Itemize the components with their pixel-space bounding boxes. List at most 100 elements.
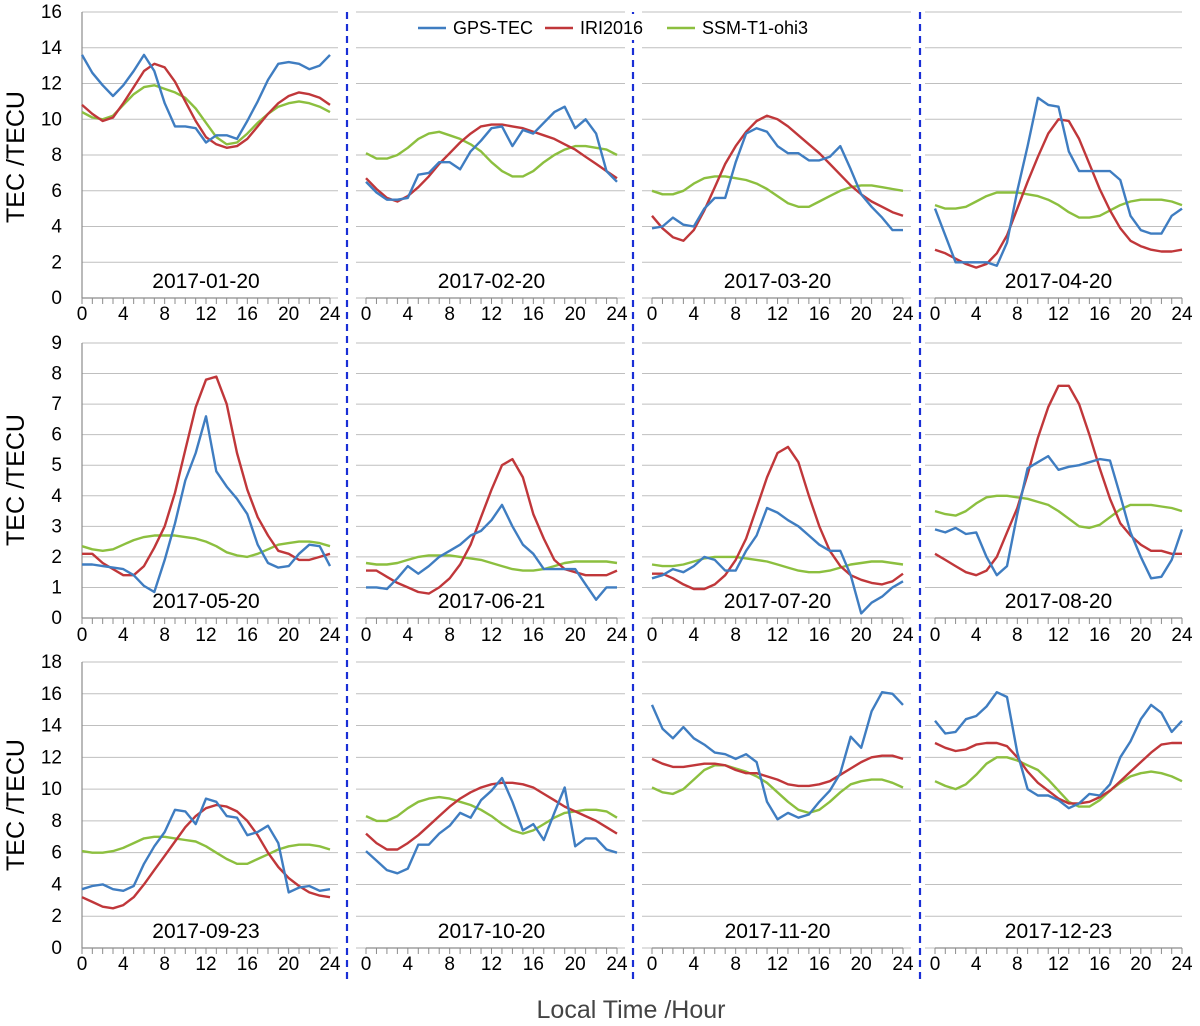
y-tick-label: 16 [41, 684, 62, 705]
x-tick-label: 12 [1048, 954, 1069, 975]
series-line-iri2016 [651, 114, 904, 243]
x-tick-label: 8 [730, 954, 741, 975]
x-tick-label: 12 [481, 954, 502, 975]
series-line-iri2016 [651, 754, 904, 788]
series-line-ssm-t1-ohi3 [81, 835, 331, 865]
y-tick-label: 0 [51, 288, 62, 309]
series-line-iri2016 [366, 457, 618, 595]
y-tick-label: 1 [51, 577, 62, 598]
x-tick-label: 16 [237, 625, 258, 646]
x-tick-label: 8 [1012, 954, 1023, 975]
y-tick-label: 0 [51, 608, 62, 629]
x-tick-label: 12 [1048, 625, 1069, 646]
y-tick-label: 8 [51, 811, 62, 832]
panel-date-label: 2017-05-20 [152, 590, 259, 613]
y-tick-label: 18 [41, 652, 62, 673]
x-tick-label: 4 [689, 954, 700, 975]
panel-date-label: 2017-12-23 [1005, 920, 1112, 943]
series-line-ssm-t1-ohi3 [365, 795, 618, 835]
y-tick-label: 2 [51, 906, 62, 927]
series-line-gps-tec [82, 415, 332, 594]
x-tick-label: 20 [278, 304, 299, 325]
series-line-iri2016 [365, 781, 618, 851]
y-tick-label: 10 [41, 779, 62, 800]
series-line-gps-tec [81, 797, 331, 894]
x-tick-label: 16 [237, 304, 258, 325]
x-tick-label: 4 [971, 954, 982, 975]
x-tick-label: 24 [606, 954, 628, 975]
x-tick-label: 16 [809, 954, 830, 975]
series-line-ssm-t1-ohi3 [934, 756, 1183, 808]
y-tick-label: 12 [41, 747, 62, 768]
x-tick-label: 4 [403, 304, 414, 325]
panel-date-label: 2017-07-20 [724, 590, 831, 613]
x-tick-label: 0 [647, 954, 658, 975]
y-tick-label: 4 [51, 217, 62, 238]
x-tick-label: 8 [159, 304, 170, 325]
y-tick-label: 4 [51, 874, 62, 895]
series-line-ssm-t1-ohi3 [934, 494, 1183, 530]
x-tick-label: 20 [1130, 954, 1151, 975]
x-tick-label: 8 [159, 954, 170, 975]
y-tick-label: 14 [41, 38, 63, 59]
y-tick-label: 7 [51, 394, 62, 415]
x-tick-label: 12 [1048, 304, 1069, 325]
x-tick-label: 8 [444, 304, 455, 325]
panel-date-label: 2017-02-20 [438, 270, 545, 293]
series-line-ssm-t1-ohi3 [651, 175, 904, 209]
series-line-iri2016 [934, 741, 1182, 805]
y-axis-label: TEC /TECU [2, 739, 30, 871]
y-tick-label: 9 [51, 333, 62, 354]
x-tick-label: 24 [319, 304, 341, 325]
series-line-gps-tec [365, 776, 618, 875]
x-tick-label: 0 [77, 954, 88, 975]
x-tick-label: 4 [971, 625, 982, 646]
series-line-iri2016 [81, 62, 331, 150]
x-tick-label: 4 [118, 304, 129, 325]
x-tick-label: 24 [892, 304, 914, 325]
panel-date-label: 2017-08-20 [1005, 590, 1112, 613]
series-line-ssm-t1-ohi3 [365, 554, 618, 572]
legend-label: SSM-T1-ohi3 [702, 18, 808, 38]
x-tick-label: 4 [118, 954, 129, 975]
x-tick-label: 20 [565, 625, 586, 646]
x-tick-label: 16 [1089, 304, 1110, 325]
panel-date-label: 2017-03-20 [724, 270, 831, 293]
legend-label: GPS-TEC [453, 18, 533, 38]
series-line-ssm-t1-ohi3 [934, 191, 1183, 219]
x-tick-label: 24 [606, 625, 628, 646]
x-tick-label: 16 [523, 304, 544, 325]
x-tick-label: 20 [278, 954, 299, 975]
x-tick-label: 4 [118, 625, 129, 646]
x-tick-label: 8 [1012, 625, 1023, 646]
x-tick-label: 24 [892, 954, 914, 975]
x-tick-label: 20 [851, 625, 872, 646]
x-tick-label: 0 [647, 625, 658, 646]
panel-date-label: 2017-01-20 [152, 270, 259, 293]
x-tick-label: 8 [730, 625, 741, 646]
y-tick-label: 0 [51, 938, 62, 959]
y-axis-label: TEC /TECU [2, 91, 30, 223]
x-tick-label: 12 [767, 625, 788, 646]
y-axis-label: TEC /TECU [2, 414, 30, 546]
y-tick-label: 8 [51, 145, 62, 166]
x-tick-label: 0 [930, 954, 941, 975]
x-tick-label: 16 [523, 954, 544, 975]
series-line-iri2016 [81, 803, 331, 910]
x-tick-label: 4 [689, 625, 700, 646]
y-tick-label: 2 [51, 252, 62, 273]
x-tick-label: 0 [647, 304, 658, 325]
x-tick-label: 20 [565, 954, 586, 975]
x-tick-label: 0 [930, 304, 941, 325]
y-tick-label: 14 [41, 716, 63, 737]
y-tick-label: 5 [51, 455, 62, 476]
x-tick-label: 20 [851, 954, 872, 975]
series-line-ssm-t1-ohi3 [365, 130, 618, 178]
x-tick-label: 20 [1130, 625, 1151, 646]
series-line-gps-tec [651, 506, 904, 615]
y-tick-label: 6 [51, 425, 62, 446]
x-tick-label: 12 [767, 954, 788, 975]
series-line-iri2016 [934, 118, 1183, 269]
